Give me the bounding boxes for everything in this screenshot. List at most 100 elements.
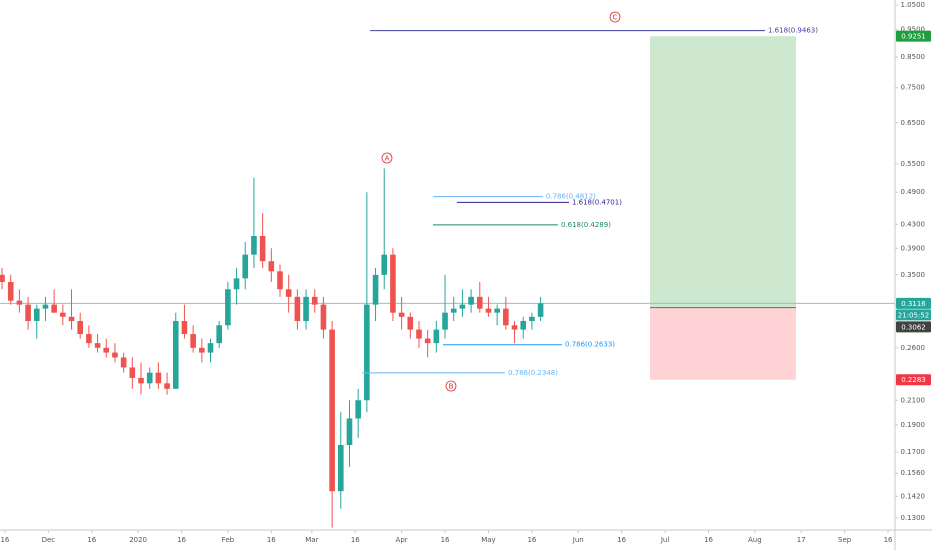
target-label-box [896, 30, 931, 42]
x-tick-label: 16 [884, 536, 893, 544]
candle-body [511, 325, 518, 330]
y-tick-label: 0.4300 [901, 220, 926, 228]
y-tick-label: 0.3900 [901, 244, 926, 252]
x-tick-label: 16 [704, 536, 713, 544]
candle-body [68, 316, 75, 322]
x-tick-label: Mar [305, 536, 318, 544]
candle-body [129, 367, 136, 378]
countdown: 21:05:52 [898, 311, 929, 319]
candle-body [442, 312, 448, 330]
x-tick-label: 16 [441, 536, 450, 544]
candle-body [303, 296, 309, 322]
wave-labels: A B C [0, 11, 895, 392]
candle-body [251, 235, 257, 255]
candle-body [529, 316, 535, 322]
candle-body [120, 357, 127, 368]
candle-body [355, 400, 361, 419]
candle-body [468, 296, 474, 305]
candle-body [364, 304, 370, 401]
candle-body [320, 304, 327, 330]
candle-body [190, 334, 196, 348]
candle-body [311, 296, 318, 305]
entry-label-box [896, 321, 931, 333]
candle-body [146, 372, 153, 384]
candle-body [199, 347, 205, 353]
x-tick-label: Sep [838, 536, 852, 544]
wave-label: A [385, 155, 390, 163]
y-tick-label: 0.1700 [901, 448, 926, 456]
candle-body [398, 312, 405, 317]
candle-body [424, 338, 431, 344]
y-tick-label: 0.1300 [901, 514, 926, 522]
y-tick-label: 0.6500 [901, 119, 926, 127]
wave-circle [445, 380, 457, 392]
candle-body [225, 289, 231, 326]
wave-label: B [449, 383, 454, 391]
x-tick-label: Feb [222, 536, 235, 544]
candle-body [503, 308, 509, 326]
x-tick-label: 16 [0, 536, 9, 544]
candle-body [390, 254, 396, 313]
candle-body [155, 372, 162, 384]
last-price-label: 0.3116 [901, 300, 926, 308]
y-tick-label: 0.1900 [901, 421, 926, 429]
entry-label: 0.3062 [901, 323, 926, 331]
wave-circle [609, 11, 621, 23]
y-tick-label: 0.3500 [901, 271, 926, 279]
x-tick-label: 16 [177, 536, 186, 544]
candle-body [42, 304, 49, 309]
candle-body [520, 321, 527, 330]
candle-body [277, 271, 283, 290]
y-tick-label: 0.5500 [901, 160, 926, 168]
fib-label: 0.786(0.2348) [508, 369, 558, 377]
y-tick-label: 0.9500 [901, 26, 926, 34]
candle-body [476, 296, 483, 309]
candle-body [51, 304, 57, 313]
x-tick-label: 2020 [129, 536, 147, 544]
candle-body [77, 321, 84, 335]
candle-body [164, 383, 170, 389]
candle-body [285, 289, 292, 297]
fib-label: 0.786(0.4812) [546, 193, 596, 201]
y-tick-label: 0.2100 [901, 396, 926, 404]
candle-body [485, 308, 492, 313]
candle-body [16, 300, 23, 305]
candle-body [25, 304, 31, 322]
y-tick-label: 0.4900 [901, 188, 926, 196]
x-tick-label: 17 [797, 536, 806, 544]
candle-body [346, 418, 353, 446]
y-tick-label: 0.1560 [901, 469, 926, 477]
loss-zone [650, 307, 796, 380]
candle-body [494, 308, 500, 313]
x-tick-label: 16 [351, 536, 360, 544]
countdown-box [896, 309, 931, 321]
candle-body [537, 303, 544, 317]
x-tick-label: Jun [572, 536, 584, 544]
y-tick-label: 0.2600 [901, 344, 926, 352]
last-price-label-box [896, 297, 931, 309]
x-tick-label: Jul [660, 536, 670, 544]
candle-body [33, 308, 40, 322]
candle-body [433, 329, 440, 344]
candle-body [242, 254, 249, 279]
candle-body [294, 296, 301, 322]
candle-body [259, 235, 266, 262]
fib-label: 1.618(0.9463) [768, 27, 818, 35]
candle-body [459, 304, 466, 309]
profit-zone [650, 36, 796, 308]
candle-body [416, 329, 422, 339]
fib-label: 1.618(0.4701) [572, 198, 622, 206]
candle-body [7, 281, 14, 301]
stop-label: 0.2283 [901, 376, 926, 384]
candle-body [138, 377, 144, 384]
x-tick-label: 16 [87, 536, 96, 544]
candle-body [103, 347, 110, 353]
x-tick-label: 16 [267, 536, 276, 544]
candle-body [94, 343, 101, 348]
y-tick-label: 0.8500 [901, 53, 926, 61]
candle-body [60, 312, 66, 317]
target-label: 0.9251 [901, 33, 926, 41]
candle-body [181, 321, 188, 335]
fib-label: 0.618(0.4289) [561, 221, 611, 229]
